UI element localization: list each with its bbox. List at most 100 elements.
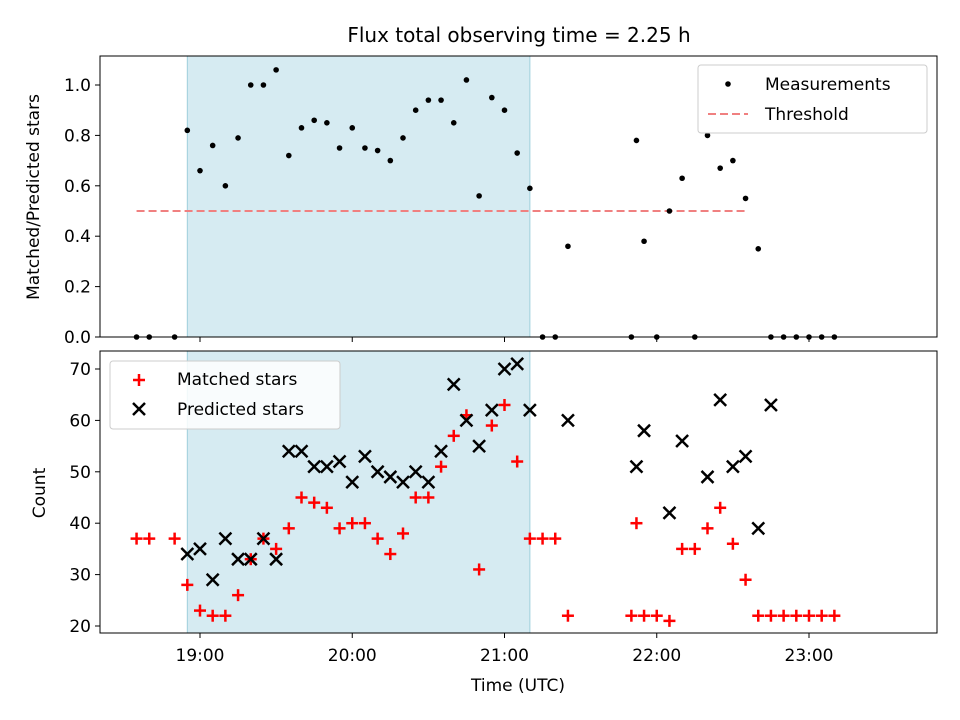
predicted-star-point xyxy=(764,398,778,412)
matched-star-point xyxy=(168,532,181,545)
matched-star-point xyxy=(549,532,562,545)
top-legend-box xyxy=(697,64,928,134)
top-shaded-span xyxy=(186,55,531,338)
bottom-ytick-label: 20 xyxy=(69,617,91,637)
matched-star-point xyxy=(232,589,245,602)
predicted-star-point xyxy=(484,403,499,418)
legend-matched-label: Matched stars xyxy=(177,370,297,390)
bottom-axes-frame xyxy=(99,350,938,634)
measurement-point xyxy=(527,185,533,192)
matched-star-point xyxy=(397,527,409,540)
predicted-star-point xyxy=(510,356,525,371)
predicted-star-point xyxy=(269,552,284,567)
predicted-star-point xyxy=(345,475,360,489)
bottom-panel: 20 30 40 50 60 70 19:00 20:00 21:00 22:00 23:00 T… xyxy=(30,350,938,696)
predicted-star-point xyxy=(193,542,207,556)
matched-star-point xyxy=(676,542,689,555)
bottom-xtick-label: 23:00 xyxy=(785,646,834,666)
matched-star-point xyxy=(219,609,232,622)
matched-star-point xyxy=(638,609,651,622)
bottom-x-ticks: 19:00 20:00 21:00 22:00 23:00 xyxy=(176,633,834,666)
measurement-point xyxy=(349,125,356,131)
matched-star-point xyxy=(194,604,206,617)
predicted-star-point xyxy=(629,459,644,474)
measurement-point xyxy=(425,97,432,103)
predicted-star-point xyxy=(307,459,322,474)
top-ytick-label: 0.4 xyxy=(64,227,91,247)
predicted-star-point xyxy=(256,531,271,546)
bottom-ytick-label: 50 xyxy=(69,463,91,483)
matched-star-point xyxy=(295,491,308,504)
measurement-point xyxy=(438,97,444,103)
measurement-point xyxy=(235,135,241,141)
legend-measurements-marker xyxy=(725,81,731,87)
measurement-point xyxy=(679,175,685,182)
measurement-point xyxy=(197,167,203,174)
legend-threshold-label: Threshold xyxy=(764,105,849,125)
measurement-point xyxy=(260,82,267,88)
predicted-star-point xyxy=(421,475,436,489)
top-ytick-label: 0.6 xyxy=(64,177,91,197)
predicted-star-point xyxy=(319,459,334,474)
predicted-star-point xyxy=(231,552,245,567)
top-panel: 0.0 0.2 0.4 0.6 0.8 1.0 Flux total observing … xyxy=(24,23,938,348)
matched-star-point xyxy=(714,501,727,514)
matched-star-point xyxy=(384,548,397,561)
predicted-star-point xyxy=(408,464,423,479)
measurement-point xyxy=(450,120,457,126)
matched-star-point xyxy=(498,398,511,411)
bottom-y-ticks: 20 30 40 50 60 70 xyxy=(69,360,100,637)
measurement-point xyxy=(412,107,419,113)
measurement-point xyxy=(641,238,647,245)
matched-star-point xyxy=(422,491,435,504)
measurement-point xyxy=(501,107,508,113)
measurement-point xyxy=(514,150,520,156)
x-axis-label: Time (UTC) xyxy=(470,676,565,696)
predicted-star-point xyxy=(738,449,753,464)
measurement-point xyxy=(374,147,381,154)
predicted-star-point xyxy=(294,444,309,459)
bottom-xtick-label: 20:00 xyxy=(328,646,377,666)
matched-star-point xyxy=(726,537,739,550)
measurement-point xyxy=(273,67,279,73)
matched-star-point xyxy=(270,542,283,555)
bottom-legend: Matched stars Predicted stars xyxy=(109,360,341,430)
predicted-star-point xyxy=(180,547,195,561)
matched-star-point xyxy=(435,460,448,473)
bottom-y-axis-label: Count xyxy=(30,467,50,518)
measurement-point xyxy=(666,208,673,214)
predicted-star-point xyxy=(472,439,487,453)
matched-star-point xyxy=(320,501,333,514)
matched-star-point xyxy=(308,496,321,509)
legend-measurements-label: Measurements xyxy=(765,75,891,95)
measurement-point xyxy=(565,243,571,250)
matched-star-point xyxy=(630,517,643,530)
matched-star-point xyxy=(143,532,156,545)
measurement-point xyxy=(222,183,229,189)
matched-star-point xyxy=(523,532,536,545)
measurement-point xyxy=(286,152,292,159)
matched-star-point xyxy=(828,609,841,622)
measurement-point xyxy=(463,77,470,83)
legend-matched-marker xyxy=(133,374,145,386)
top-legend: Measurements Threshold xyxy=(697,64,928,134)
matched-star-point xyxy=(511,455,524,468)
measurement-point xyxy=(247,82,254,88)
predicted-star-point xyxy=(205,572,220,587)
predicted-star-point xyxy=(561,413,575,428)
predicted-star-point xyxy=(358,449,372,464)
measurement-point xyxy=(387,157,394,164)
measurement-point xyxy=(742,195,749,202)
matched-star-point xyxy=(803,609,815,622)
bottom-legend-box xyxy=(109,360,341,430)
matched-star-point xyxy=(130,532,143,545)
measurement-point xyxy=(717,165,723,171)
bottom-ytick-label: 40 xyxy=(69,514,91,534)
measurement-point xyxy=(755,246,762,252)
matched-star-point xyxy=(409,491,422,504)
matched-star-point xyxy=(650,609,663,622)
predicted-star-point xyxy=(700,470,715,484)
top-x-ticks xyxy=(199,337,810,342)
bottom-ytick-label: 30 xyxy=(69,566,91,586)
